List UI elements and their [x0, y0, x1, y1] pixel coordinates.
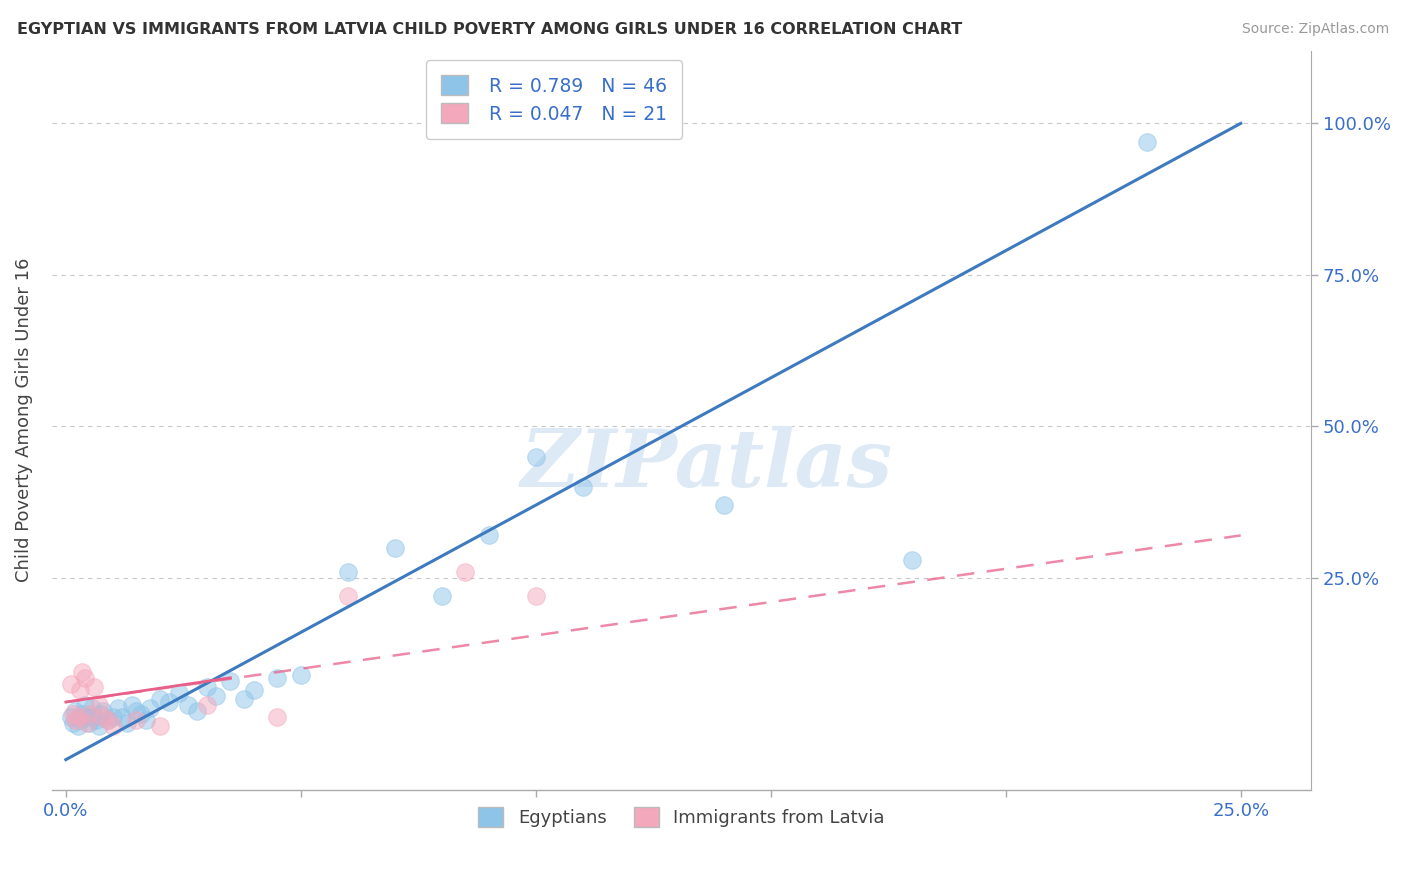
Point	[336, 565, 359, 579]
Point	[454, 565, 477, 579]
Point	[76, 716, 98, 731]
Point	[713, 498, 735, 512]
Point	[233, 692, 256, 706]
Point	[478, 528, 501, 542]
Point	[62, 707, 84, 722]
Point	[266, 710, 288, 724]
Point	[93, 704, 115, 718]
Point	[69, 713, 91, 727]
Point	[186, 704, 208, 718]
Point	[72, 707, 94, 722]
Point	[65, 704, 87, 718]
Point	[129, 707, 152, 722]
Point	[195, 698, 218, 712]
Point	[195, 680, 218, 694]
Point	[87, 698, 110, 712]
Point	[97, 713, 120, 727]
Point	[93, 710, 115, 724]
Point	[149, 692, 172, 706]
Point	[1136, 135, 1159, 149]
Point	[59, 677, 82, 691]
Point	[149, 719, 172, 733]
Legend: Egyptians, Immigrants from Latvia: Egyptians, Immigrants from Latvia	[470, 798, 894, 837]
Point	[62, 716, 84, 731]
Point	[167, 686, 190, 700]
Point	[384, 541, 406, 555]
Point	[86, 713, 108, 727]
Point	[101, 710, 124, 724]
Y-axis label: Child Poverty Among Girls Under 16: Child Poverty Among Girls Under 16	[15, 258, 32, 582]
Text: ZIPatlas: ZIPatlas	[520, 425, 893, 503]
Point	[65, 713, 87, 727]
Point	[66, 710, 89, 724]
Point	[430, 589, 453, 603]
Point	[80, 701, 103, 715]
Point	[290, 667, 312, 681]
Text: EGYPTIAN VS IMMIGRANTS FROM LATVIA CHILD POVERTY AMONG GIRLS UNDER 16 CORRELATIO: EGYPTIAN VS IMMIGRANTS FROM LATVIA CHILD…	[17, 22, 962, 37]
Point	[83, 680, 105, 694]
Point	[571, 480, 593, 494]
Point	[336, 589, 359, 603]
Point	[205, 689, 228, 703]
Point	[87, 719, 110, 733]
Point	[177, 698, 200, 712]
Point	[115, 716, 138, 731]
Point	[72, 665, 94, 679]
Point	[101, 719, 124, 733]
Point	[73, 698, 96, 712]
Point	[73, 671, 96, 685]
Point	[139, 701, 162, 715]
Point	[524, 589, 547, 603]
Point	[524, 450, 547, 464]
Point	[79, 707, 101, 722]
Point	[79, 716, 101, 731]
Point	[243, 682, 266, 697]
Point	[125, 713, 148, 727]
Point	[900, 552, 922, 566]
Point	[59, 710, 82, 724]
Point	[76, 710, 98, 724]
Point	[90, 707, 112, 722]
Point	[219, 673, 242, 688]
Point	[97, 713, 120, 727]
Point	[83, 710, 105, 724]
Point	[266, 671, 288, 685]
Point	[135, 713, 157, 727]
Point	[121, 698, 143, 712]
Point	[69, 682, 91, 697]
Point	[111, 710, 134, 724]
Point	[157, 695, 180, 709]
Point	[107, 701, 129, 715]
Point	[125, 704, 148, 718]
Point	[66, 719, 89, 733]
Text: Source: ZipAtlas.com: Source: ZipAtlas.com	[1241, 22, 1389, 37]
